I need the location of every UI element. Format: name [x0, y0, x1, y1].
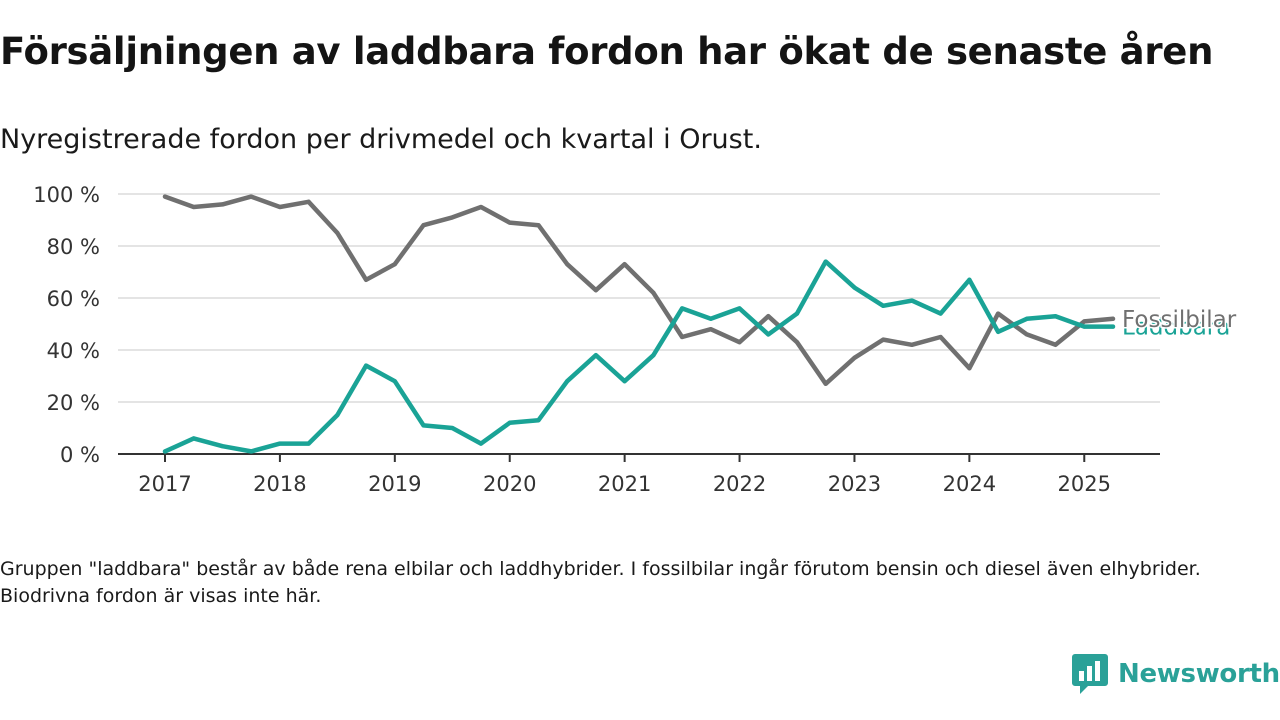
data-point [881, 337, 886, 342]
data-point [795, 311, 799, 316]
x-tick-label: 2023 [828, 472, 881, 496]
y-tick-label: 0 % [60, 443, 100, 467]
chart-subtitle: Nyregistrerade fordon per drivmedel och … [0, 124, 762, 155]
data-point [392, 262, 397, 267]
data-point [1053, 314, 1058, 319]
data-point [680, 306, 685, 311]
line-chart: 0 % 20 % 40 % 60 % 80 % 100 % 2017 2018 2019 202… [33, 183, 1239, 496]
data-point [277, 441, 282, 446]
y-tick-label: 40 % [47, 339, 100, 363]
data-point [823, 259, 828, 264]
data-point [1024, 316, 1029, 321]
data-point [536, 418, 541, 423]
data-point [737, 306, 742, 311]
data-point [996, 311, 1001, 316]
data-point [766, 332, 771, 337]
data-point [909, 342, 914, 347]
data-point [708, 316, 713, 321]
x-tick-label: 2025 [1058, 472, 1111, 496]
data-point [565, 262, 570, 267]
data-point [249, 194, 254, 199]
data-point [249, 449, 254, 454]
footnote: Gruppen "laddbara" består av både rena e… [0, 558, 1201, 607]
data-point [220, 202, 225, 207]
data-point [766, 314, 771, 319]
data-point [220, 444, 225, 449]
data-point [852, 355, 857, 360]
data-point [507, 420, 512, 425]
data-point [938, 311, 943, 316]
data-point [593, 288, 598, 293]
data-point [450, 426, 455, 430]
series-line-laddbara [162, 259, 1116, 454]
x-tick-label: 2018 [253, 472, 306, 496]
data-point [364, 363, 369, 368]
data-point [1024, 332, 1029, 337]
data-point [708, 327, 713, 332]
x-tick-label: 2024 [943, 472, 996, 496]
data-point [795, 340, 799, 345]
data-point [996, 329, 1001, 334]
data-point [306, 199, 311, 204]
data-point [1111, 316, 1115, 321]
data-point [507, 220, 512, 225]
data-point [163, 449, 167, 454]
data-point [450, 215, 455, 220]
x-axis: 2017 2018 2019 2020 2021 2022 2023 2024 2025 [118, 453, 1160, 496]
x-tick-label: 2019 [368, 472, 421, 496]
data-point [335, 231, 340, 235]
data-point [421, 423, 426, 428]
series-label-fossilbilar: Fossilbilar [1122, 307, 1237, 333]
data-point [967, 366, 972, 371]
data-point [479, 441, 483, 446]
y-axis: 0 % 20 % 40 % 60 % 80 % 100 % [33, 183, 100, 467]
data-point [335, 413, 340, 417]
x-tick-label: 2017 [138, 472, 191, 496]
series-label-laddbara: Laddbara [1122, 315, 1230, 341]
chart-title: Försäljningen av laddbara fordon har öka… [0, 30, 1214, 73]
data-point [1082, 319, 1087, 324]
grid-lines [118, 193, 1160, 403]
data-point [680, 335, 685, 339]
data-point [392, 379, 397, 384]
bar-chart-bubble-icon [1072, 654, 1108, 694]
data-point [479, 205, 483, 209]
series-lines [162, 194, 1116, 454]
data-point [364, 277, 369, 282]
data-point [421, 223, 426, 228]
series-line-fossilbilar [162, 194, 1116, 387]
data-point [651, 353, 656, 358]
data-point [938, 335, 943, 339]
y-tick-label: 100 % [33, 183, 100, 207]
data-point [909, 298, 914, 303]
data-point [1082, 324, 1087, 329]
data-point [1111, 324, 1115, 329]
data-point [277, 205, 282, 209]
y-tick-label: 20 % [47, 391, 100, 415]
data-point [163, 194, 167, 199]
y-tick-label: 80 % [47, 235, 100, 259]
data-point [651, 290, 656, 295]
brand-logo: Newsworthy [1072, 654, 1280, 694]
data-point [823, 381, 828, 386]
data-point [565, 379, 570, 384]
data-point [622, 262, 627, 267]
data-point [593, 353, 598, 358]
x-tick-label: 2020 [483, 472, 536, 496]
data-point [881, 303, 886, 308]
x-tick-label: 2021 [598, 472, 651, 496]
y-tick-label: 60 % [47, 287, 100, 311]
data-point [536, 223, 541, 228]
brand-name: Newsworthy [1118, 659, 1280, 689]
data-point [967, 277, 972, 282]
data-point [1053, 342, 1058, 347]
data-point [737, 340, 742, 345]
data-point [622, 379, 627, 384]
data-point [306, 441, 311, 446]
data-point [191, 436, 196, 441]
x-tick-label: 2022 [713, 472, 766, 496]
data-point [852, 285, 857, 290]
data-point [191, 205, 196, 209]
